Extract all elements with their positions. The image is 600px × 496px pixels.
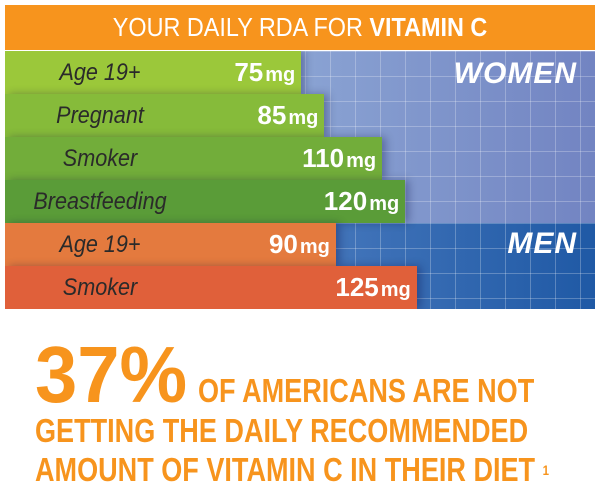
bar-women-age-19-: Age 19+ 75 mg [5, 51, 302, 97]
value-unit: mg [369, 193, 400, 215]
value-unit: mg [380, 279, 411, 301]
bar-value: 120 mg [324, 180, 399, 226]
bar-value: 85 mg [257, 94, 318, 140]
title-regular: YOUR DAILY RDA FOR [112, 12, 363, 42]
bar-label: Breastfeeding [33, 188, 167, 215]
stat-line-3: AMOUNT OF VITAMIN C IN THEIR DIET 1 [35, 452, 549, 488]
bar-women-smoker: Smoker 110 mg [5, 137, 383, 183]
chart-title: YOUR DAILY RDA FOR VITAMIN C [5, 5, 595, 50]
title-bold: VITAMIN C [369, 12, 488, 42]
bar-women-breastfeeding: Breastfeeding 120 mg [5, 180, 406, 226]
bar-value: 125 mg [335, 266, 410, 309]
value-unit: mg [265, 64, 296, 86]
value-number: 120 [323, 186, 368, 216]
group-label-women: WOMEN [453, 57, 577, 90]
stat-percent: 37% [35, 330, 188, 419]
value-unit: mg [288, 107, 319, 129]
group-label-men: MEN [507, 227, 577, 260]
bar-label: Age 19+ [59, 231, 141, 258]
value-unit: mg [346, 150, 377, 172]
stat-line-1: OF AMERICANS ARE NOT [198, 372, 535, 409]
value-number: 75 [234, 57, 264, 87]
stat-line-3-text: AMOUNT OF VITAMIN C IN THEIR DIET [35, 451, 536, 488]
bar-label: Smoker [62, 274, 138, 301]
bar-value: 75 mg [234, 51, 295, 97]
bar-value: 110 mg [302, 137, 376, 183]
value-number: 90 [268, 229, 298, 259]
bar-label: Smoker [62, 145, 138, 172]
bar-label: Age 19+ [59, 59, 141, 86]
bar-value: 90 mg [269, 223, 330, 269]
bar-men-age-19-: Age 19+ 90 mg [5, 223, 336, 266]
chart-panel: WOMEN MEN Age 19+ 75 mg Pregnant 85 mg Smoker 1… [5, 51, 595, 309]
value-number: 110 [302, 143, 345, 173]
bar-label: Pregnant [56, 102, 144, 129]
value-number: 125 [335, 272, 379, 302]
stat-line-2: GETTING THE DAILY RECOMMENDED [35, 412, 529, 449]
value-number: 85 [257, 100, 287, 130]
bar-women-pregnant: Pregnant 85 mg [5, 94, 325, 140]
footnote-marker: 1 [542, 462, 549, 478]
bar-men-smoker: Smoker 125 mg [5, 266, 417, 309]
value-unit: mg [299, 236, 330, 258]
